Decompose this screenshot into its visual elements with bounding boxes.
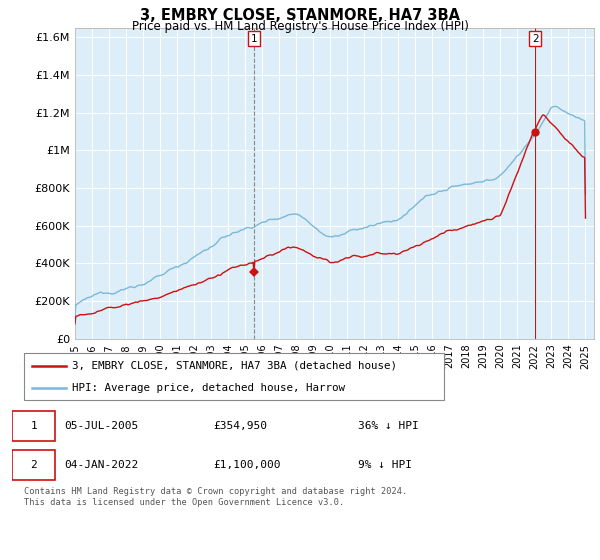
Text: 3, EMBRY CLOSE, STANMORE, HA7 3BA (detached house): 3, EMBRY CLOSE, STANMORE, HA7 3BA (detac… bbox=[73, 361, 397, 371]
Text: 3, EMBRY CLOSE, STANMORE, HA7 3BA: 3, EMBRY CLOSE, STANMORE, HA7 3BA bbox=[140, 8, 460, 24]
Text: HPI: Average price, detached house, Harrow: HPI: Average price, detached house, Harr… bbox=[73, 382, 346, 393]
Text: £1,100,000: £1,100,000 bbox=[214, 460, 281, 470]
FancyBboxPatch shape bbox=[24, 353, 444, 400]
FancyBboxPatch shape bbox=[12, 450, 55, 480]
Text: 2: 2 bbox=[30, 460, 37, 470]
Text: 2: 2 bbox=[532, 34, 538, 44]
Text: 04-JAN-2022: 04-JAN-2022 bbox=[64, 460, 138, 470]
Text: 9% ↓ HPI: 9% ↓ HPI bbox=[358, 460, 412, 470]
Text: 1: 1 bbox=[30, 421, 37, 431]
Text: 05-JUL-2005: 05-JUL-2005 bbox=[64, 421, 138, 431]
Text: Contains HM Land Registry data © Crown copyright and database right 2024.
This d: Contains HM Land Registry data © Crown c… bbox=[24, 487, 407, 507]
Text: 1: 1 bbox=[250, 34, 257, 44]
Text: £354,950: £354,950 bbox=[214, 421, 268, 431]
Text: 36% ↓ HPI: 36% ↓ HPI bbox=[358, 421, 418, 431]
Text: Price paid vs. HM Land Registry's House Price Index (HPI): Price paid vs. HM Land Registry's House … bbox=[131, 20, 469, 33]
FancyBboxPatch shape bbox=[12, 410, 55, 441]
